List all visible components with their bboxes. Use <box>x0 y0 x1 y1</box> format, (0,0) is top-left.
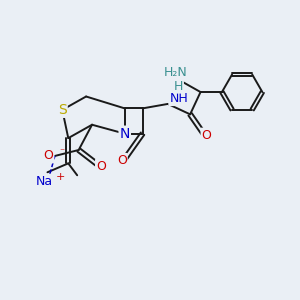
Text: +: + <box>56 172 65 182</box>
Text: O: O <box>44 149 53 162</box>
Text: ⁻: ⁻ <box>59 147 64 158</box>
Text: H: H <box>173 80 183 93</box>
Text: H₂N: H₂N <box>164 66 187 79</box>
Text: NH: NH <box>169 92 188 105</box>
Text: S: S <box>58 103 67 117</box>
Text: N: N <box>119 127 130 141</box>
Text: O: O <box>96 160 106 173</box>
Text: Na: Na <box>36 175 53 188</box>
Text: O: O <box>117 154 127 167</box>
Text: O: O <box>202 129 212 142</box>
